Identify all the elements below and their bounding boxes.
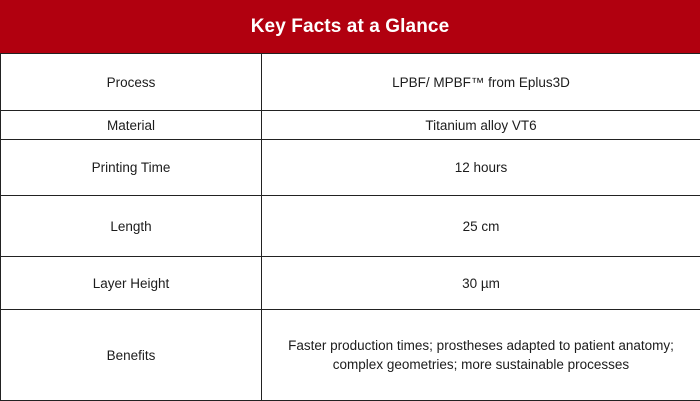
fact-value: 25 cm [262, 196, 700, 257]
table-row-printing-time: Printing Time 12 hours [1, 140, 700, 196]
fact-label: Length [1, 196, 262, 257]
fact-value: LPBF/ MPBF™ from Eplus3D [262, 54, 700, 111]
fact-value: Faster production times; prostheses adap… [262, 310, 700, 401]
header-title: Key Facts at a Glance [251, 16, 450, 38]
table-row-layer-height: Layer Height 30 µm [1, 257, 700, 310]
fact-label: Printing Time [1, 140, 262, 196]
fact-value: Titanium alloy VT6 [262, 111, 700, 140]
table-row-process: Process LPBF/ MPBF™ from Eplus3D [1, 54, 700, 111]
fact-label: Layer Height [1, 257, 262, 310]
fact-value: 12 hours [262, 140, 700, 196]
table-row-length: Length 25 cm [1, 196, 700, 257]
table-header: Key Facts at a Glance [0, 0, 700, 53]
fact-label: Benefits [1, 310, 262, 401]
table-row-material: Material Titanium alloy VT6 [1, 111, 700, 140]
benefits-text: Faster production times; prostheses adap… [281, 336, 681, 374]
fact-label: Process [1, 54, 262, 111]
fact-value: 30 µm [262, 257, 700, 310]
key-facts-table: Process LPBF/ MPBF™ from Eplus3D Materia… [0, 53, 700, 401]
table-row-benefits: Benefits Faster production times; prosth… [1, 310, 700, 401]
fact-label: Material [1, 111, 262, 140]
